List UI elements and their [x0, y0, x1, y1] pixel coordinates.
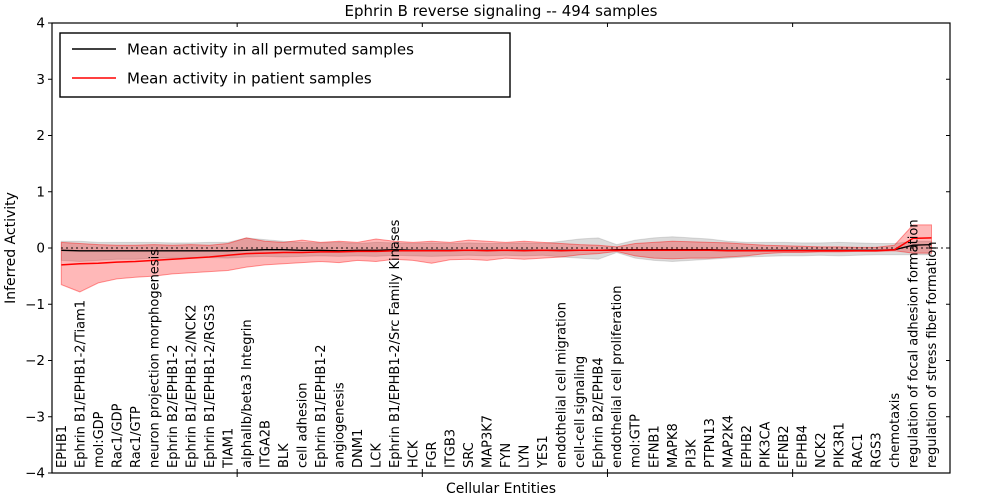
- x-category-label: PIK3CA: [758, 421, 773, 468]
- x-category-labels: EPHB1 Ephrin B1/EPHB1-2/Tiam1 mol:GDP Rac1/…: [55, 219, 940, 469]
- chart-title: Ephrin B reverse signaling -- 494 sample…: [344, 2, 657, 20]
- y-tick-label: −2: [25, 353, 45, 369]
- legend-item-label: Mean activity in all permuted samples: [127, 41, 414, 59]
- x-category-label: neuron projection morphogenesis: [147, 249, 162, 468]
- x-category-label: Rac1/GDP: [110, 403, 125, 468]
- x-category-label: FYN: [499, 443, 514, 468]
- x-category-label: MAP3K7: [481, 415, 496, 468]
- y-tick-label: −3: [25, 409, 45, 425]
- legend: Mean activity in all permuted samples Mea…: [59, 32, 511, 98]
- x-category-label: EPHB2: [740, 425, 755, 468]
- x-category-label: angiogenesis: [332, 382, 347, 468]
- y-tick-label: −4: [25, 466, 45, 482]
- axis-ticks: [48, 22, 950, 477]
- x-category-label: ITGB3: [444, 429, 459, 468]
- x-category-label: Ephrin B1/EPHB1-2/NCK2: [184, 304, 199, 468]
- x-category-label: mol:GDP: [92, 411, 107, 468]
- x-category-label: ITGA2B: [258, 420, 273, 468]
- x-category-label: BLK: [277, 443, 292, 468]
- x-category-label: EFNB2: [777, 425, 792, 468]
- x-category-label: LYN: [518, 445, 533, 468]
- patient-mean-line: [61, 237, 932, 266]
- x-axis-label: Cellular Entities: [446, 481, 556, 497]
- x-category-label: mol:GTP: [629, 414, 644, 468]
- x-category-label: endothelial cell migration: [555, 302, 570, 468]
- y-tick-label: 4: [36, 16, 45, 32]
- x-category-label: TIAM1: [221, 428, 236, 469]
- x-category-label: regulation of stress fiber formation: [925, 241, 940, 468]
- y-tick-label: 3: [36, 72, 45, 88]
- patient-samples-confidence-band: [60, 224, 932, 293]
- x-category-label: DNM1: [351, 429, 366, 468]
- x-category-label: cell-cell signaling: [573, 356, 588, 468]
- x-category-label: FGR: [425, 441, 440, 468]
- x-category-label: PI3K: [684, 439, 699, 468]
- x-category-label: YES1: [536, 435, 551, 469]
- x-category-label: RAC1: [851, 433, 866, 468]
- x-category-label: Ephrin B1/EPHB1-2/RGS3: [203, 304, 218, 468]
- x-category-label: Ephrin B1/EPHB1-2: [314, 344, 329, 468]
- x-category-label: EFNB1: [647, 425, 662, 468]
- x-category-label: MAP2K4: [721, 415, 736, 468]
- x-category-label: EPHB1: [55, 425, 70, 468]
- x-category-label: Ephrin B2/EPHB1-2: [166, 344, 181, 468]
- y-tick-labels: 4 3 2 1 0 −1 −2 −3 −4: [25, 16, 45, 482]
- x-category-label: Ephrin B1/EPHB1-2/Src Family Kinases: [388, 219, 403, 468]
- x-category-label: RGS3: [869, 432, 884, 468]
- x-category-label: PTPN13: [703, 418, 718, 468]
- x-category-label: cell adhesion: [295, 382, 310, 468]
- x-category-label: LCK: [370, 443, 385, 468]
- x-category-label: chemotaxis: [888, 393, 903, 468]
- confidence-bands: [60, 224, 932, 293]
- x-category-label: regulation of focal adhesion formation: [906, 219, 921, 468]
- y-tick-label: 0: [36, 241, 45, 257]
- x-category-label: SRC: [462, 442, 477, 468]
- legend-box: [59, 32, 511, 98]
- y-tick-label: −1: [25, 297, 45, 313]
- x-category-label: EPHB4: [795, 425, 810, 468]
- legend-item-label: Mean activity in patient samples: [127, 70, 372, 88]
- x-category-label: MAPK8: [666, 423, 681, 468]
- x-category-label: Rac1/GTP: [129, 406, 144, 468]
- series-lines: [61, 237, 932, 266]
- legend-rows: Mean activity in all permuted samples Mea…: [72, 41, 414, 88]
- x-category-label: Ephrin B2/EPHB4: [592, 357, 607, 468]
- permuted-samples-confidence-band: [60, 236, 932, 263]
- x-category-label: Ephrin B1/EPHB1-2/Tiam1: [73, 300, 88, 468]
- y-tick-label: 1: [36, 184, 45, 200]
- y-axis-label: Inferred Activity: [3, 192, 19, 304]
- y-tick-label: 2: [36, 128, 45, 144]
- x-category-label: alphaIIb/beta3 Integrin: [240, 319, 255, 468]
- x-category-label: NCK2: [814, 432, 829, 468]
- x-category-label: PIK3R1: [832, 422, 847, 468]
- x-category-label: endothelial cell proliferation: [610, 286, 625, 469]
- x-category-label: HCK: [407, 440, 422, 468]
